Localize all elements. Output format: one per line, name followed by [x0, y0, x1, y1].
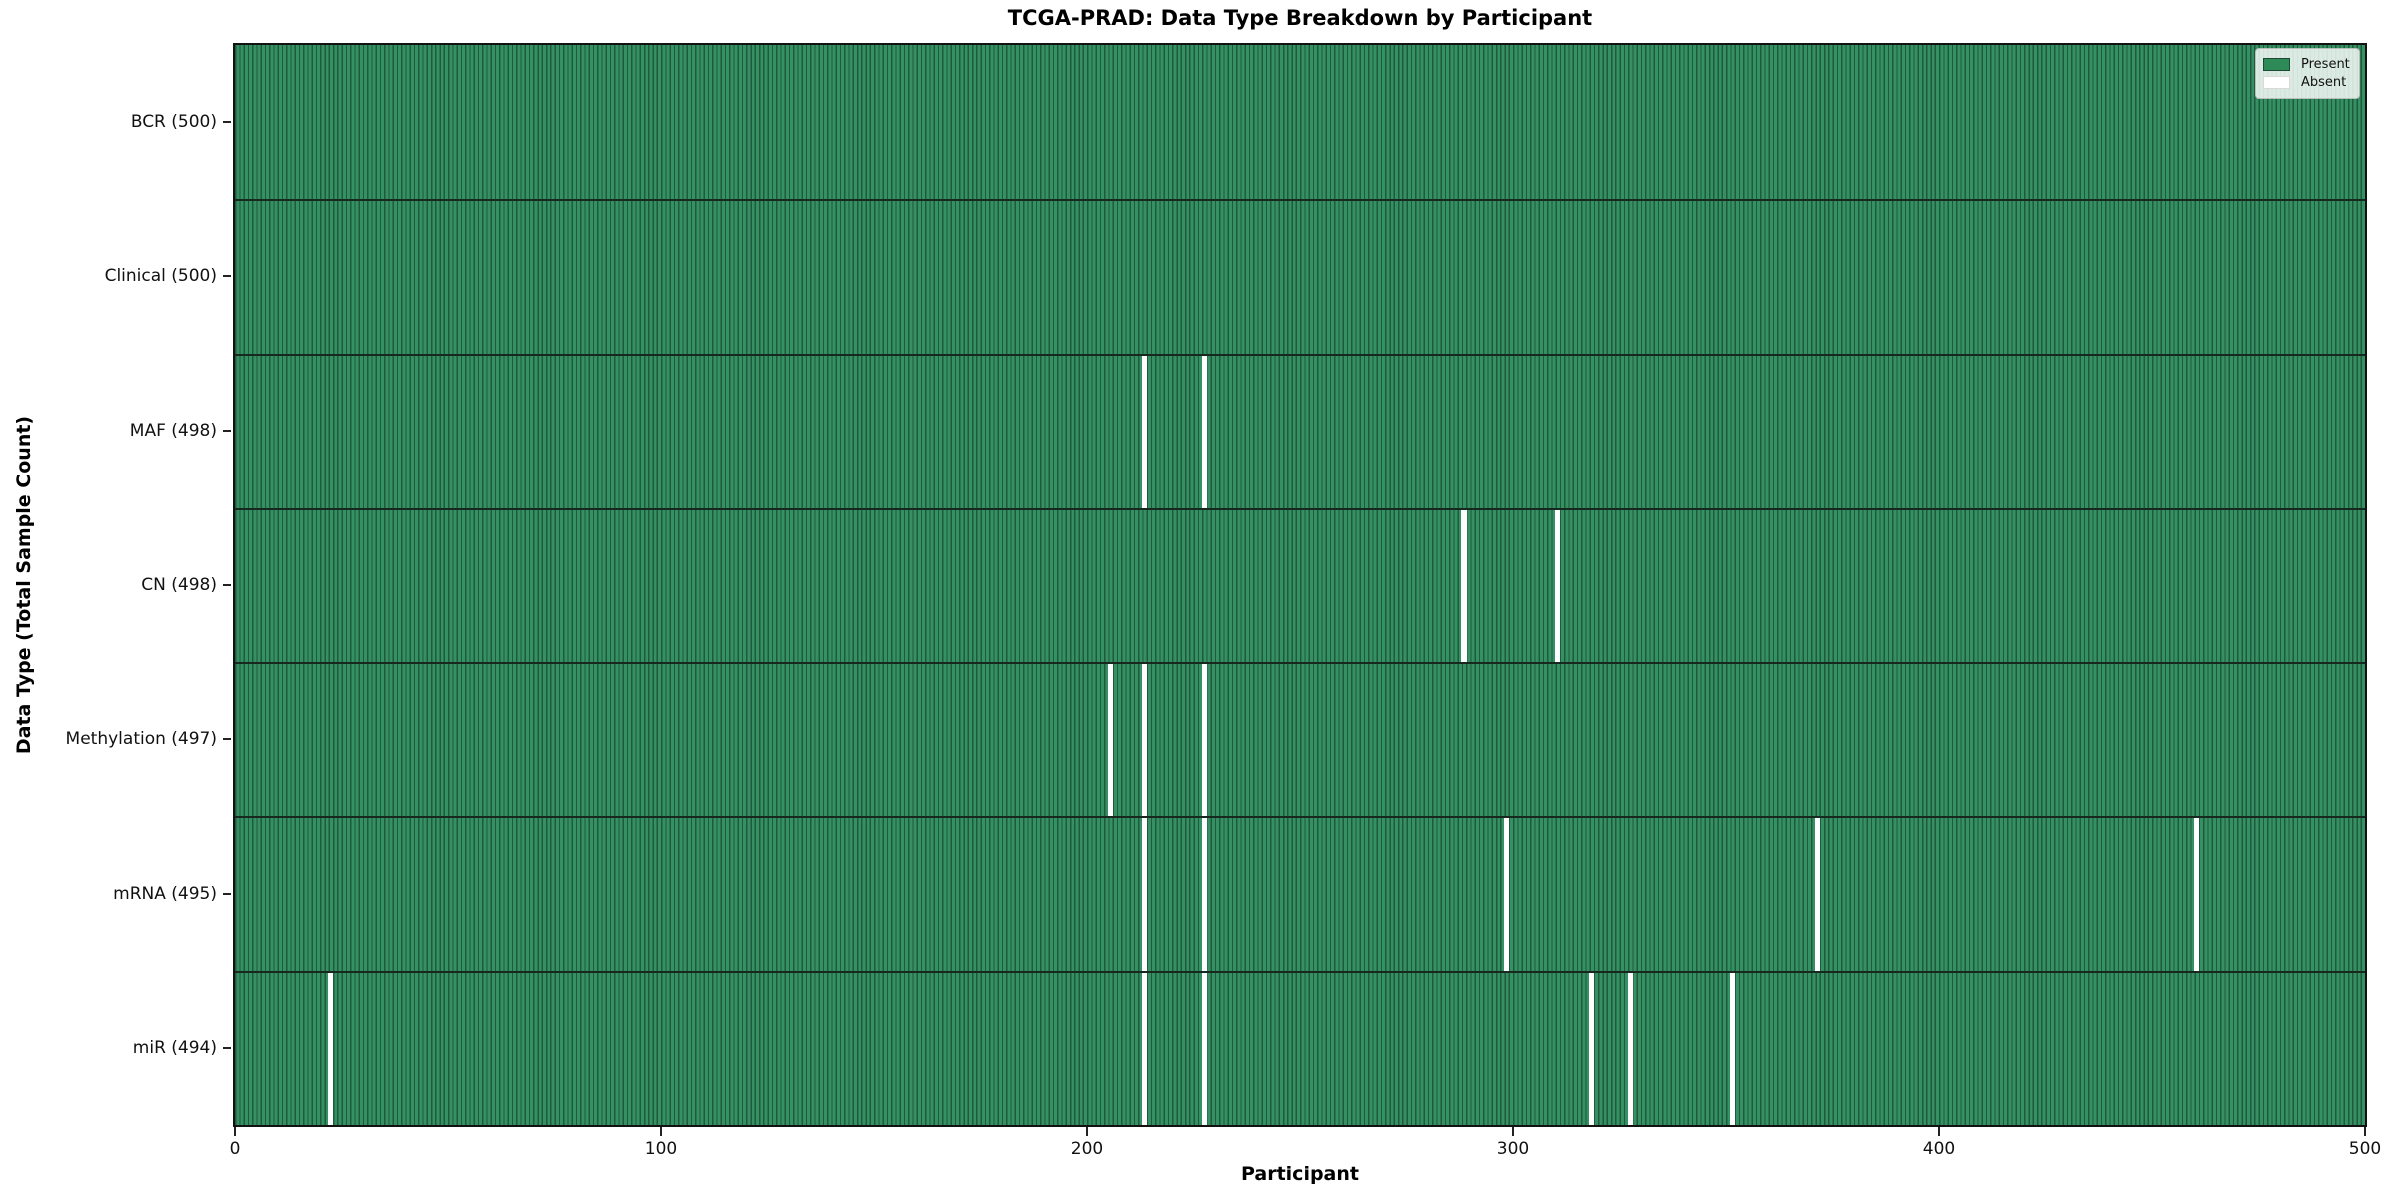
absent-gap-methylation-227	[1201, 664, 1207, 817]
absent-gap-methylation-205	[1107, 664, 1113, 817]
legend-label-absent: Absent	[2301, 75, 2347, 90]
x-tick-mark	[2364, 1127, 2366, 1136]
absent-gap-mir-327	[1627, 972, 1633, 1125]
x-tick-mark	[1938, 1127, 1940, 1136]
plot-area	[233, 43, 2367, 1127]
y-tick-mark	[223, 121, 231, 124]
absent-gap-cn-288	[1461, 509, 1467, 663]
x-tick-label-0: 0	[229, 1139, 241, 1159]
legend-swatch-present	[2263, 58, 2290, 71]
absent-gap-mir-351	[1729, 972, 1735, 1125]
x-tick-mark	[234, 1127, 236, 1136]
x-tick-label-500: 500	[2348, 1139, 2382, 1159]
absent-gap-methylation-213	[1141, 664, 1148, 817]
y-tick-label-mrna: mRNA (495)	[113, 883, 217, 904]
x-tick-label-300: 300	[1496, 1139, 1530, 1159]
chart-title: TCGA-PRAD: Data Type Breakdown by Partic…	[1007, 6, 1593, 30]
matrix-row-mrna	[235, 816, 2365, 971]
x-tick-mark	[1086, 1127, 1088, 1136]
absent-gap-maf-213	[1141, 355, 1148, 508]
absent-gap-mir-227	[1201, 972, 1207, 1125]
legend-item-present: Present	[2263, 57, 2350, 72]
absent-gap-mrna-460	[2194, 818, 2200, 971]
matrix-row-cn	[235, 507, 2365, 663]
matrix-row-maf	[235, 353, 2365, 508]
x-tick-label-200: 200	[1070, 1139, 1104, 1159]
y-tick-label-cn: CN (498)	[141, 575, 217, 595]
legend-label-present: Present	[2301, 57, 2350, 72]
x-tick-label-400: 400	[1922, 1139, 1956, 1159]
x-tick-mark	[1512, 1127, 1514, 1136]
absent-gap-mrna-298	[1503, 818, 1510, 971]
absent-gap-cn-310	[1555, 509, 1561, 663]
absent-gap-mir-22	[328, 972, 334, 1125]
absent-gap-mrna-213	[1141, 818, 1148, 971]
y-tick-mark	[223, 892, 231, 895]
y-tick-mark	[223, 429, 231, 432]
legend-swatch-absent	[2263, 76, 2290, 89]
x-axis-label: Participant	[1240, 1163, 1359, 1185]
y-tick-mark	[223, 275, 231, 278]
x-tick-mark	[660, 1127, 662, 1136]
y-tick-label-mir: miR (494)	[132, 1037, 217, 1058]
legend: Present Absent	[2255, 48, 2360, 99]
absent-gap-mir-213	[1141, 972, 1148, 1125]
absent-gap-mrna-371	[1814, 818, 1821, 971]
y-tick-mark	[223, 1046, 231, 1049]
y-tick-label-methylation: Methylation (497)	[65, 729, 217, 750]
absent-gap-maf-227	[1201, 355, 1207, 508]
absent-gap-mir-318	[1589, 972, 1595, 1125]
matrix-row-clinical	[235, 199, 2365, 354]
matrix-row-mir	[235, 970, 2365, 1125]
y-tick-label-maf: MAF (498)	[129, 420, 217, 441]
x-tick-label-100: 100	[644, 1139, 678, 1159]
y-tick-mark	[223, 738, 231, 741]
matrix-row-bcr	[235, 45, 2365, 200]
y-tick-mark	[223, 584, 231, 586]
y-tick-label-clinical: Clinical (500)	[104, 266, 217, 287]
y-tick-label-bcr: BCR (500)	[130, 112, 217, 133]
legend-item-absent: Absent	[2263, 75, 2350, 90]
matrix-row-methylation	[235, 662, 2365, 817]
absent-gap-mrna-227	[1201, 818, 1207, 971]
